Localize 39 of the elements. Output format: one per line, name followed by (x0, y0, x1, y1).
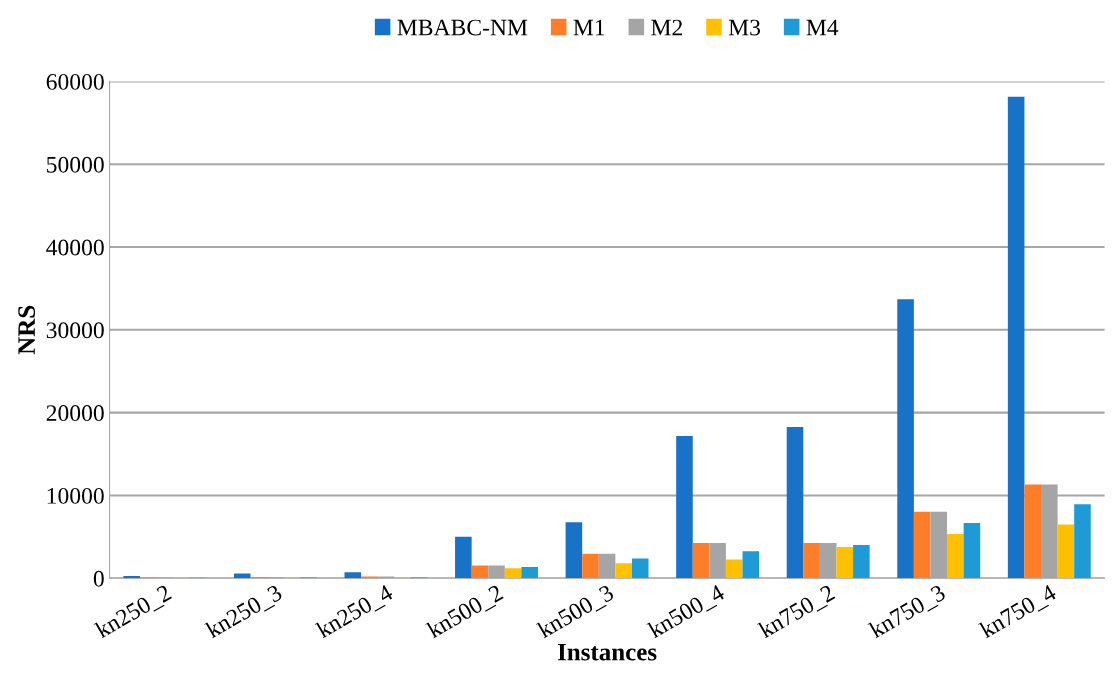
bar (897, 299, 914, 579)
y-tick-label: 50000 (47, 156, 104, 173)
y-axis-title: NRS (18, 305, 36, 355)
legend-label: MBABC-NM (397, 19, 528, 36)
y-tick-label: 0 (93, 570, 104, 587)
bar (803, 543, 820, 579)
bar (676, 436, 693, 579)
bar (1074, 504, 1091, 579)
bar (913, 511, 931, 579)
bar (853, 545, 870, 579)
bar (582, 553, 599, 579)
y-tick-label: 60000 (46, 73, 104, 90)
legend-label: M2 (651, 19, 682, 36)
bar (947, 534, 964, 579)
x-axis-title: Instances (557, 643, 657, 661)
bar (742, 551, 760, 579)
bar (1057, 524, 1075, 579)
bar (471, 565, 489, 579)
y-tick-label: 30000 (46, 322, 104, 339)
y-tick-label: 10000 (47, 487, 104, 504)
bar (344, 572, 362, 579)
bar (565, 522, 583, 579)
bar (963, 522, 981, 579)
bar (504, 568, 522, 579)
bar (455, 536, 472, 579)
y-tick-label: 20000 (46, 405, 104, 422)
bar (725, 559, 743, 579)
legend-label: M4 (806, 19, 839, 36)
bar (786, 427, 804, 579)
legend-label: M3 (728, 19, 761, 36)
bar (692, 543, 710, 579)
bar (615, 563, 632, 579)
bar (521, 566, 538, 579)
bar (631, 558, 649, 579)
y-tick-label: 40000 (46, 239, 104, 256)
bar (836, 547, 854, 579)
bar (1007, 96, 1025, 579)
bar (1024, 484, 1042, 579)
legend-label: M1 (573, 19, 605, 36)
